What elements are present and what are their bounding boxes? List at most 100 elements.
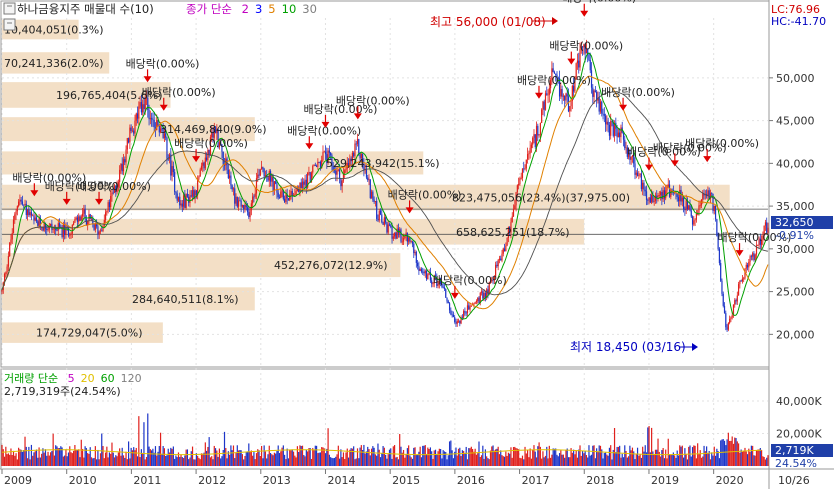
candle-body (317, 161, 319, 167)
volume-bar (597, 451, 599, 466)
candle-body (725, 313, 727, 328)
candle-body (512, 209, 515, 217)
volume-bar (212, 459, 214, 466)
candle-body (519, 178, 521, 185)
volume-bar (92, 458, 94, 466)
candle-body (610, 121, 612, 136)
candle-body (695, 213, 697, 220)
candle-body (143, 104, 145, 110)
volume-bar (360, 445, 362, 466)
volume-bar (170, 447, 172, 466)
candle-body (684, 209, 686, 211)
volume-bar (353, 446, 355, 466)
volume-bar (44, 449, 47, 466)
candle-body (246, 207, 249, 213)
volume-bar (634, 459, 636, 466)
candle-body (622, 132, 625, 140)
volume-bar (331, 457, 333, 466)
candle-body (170, 154, 172, 176)
moving-average-30 (1, 75, 769, 310)
volume-bar (19, 449, 21, 466)
candle-body (463, 311, 465, 318)
candle-body (336, 170, 338, 175)
candle-body (180, 203, 182, 206)
volume-bar (415, 454, 417, 466)
volume-bar (154, 446, 157, 466)
volume-bar (547, 458, 549, 466)
volume-bar (322, 447, 324, 466)
candle-body (744, 268, 746, 279)
candle-body (703, 193, 705, 196)
volume-bar (544, 455, 547, 466)
candle-body (161, 128, 163, 130)
volume-bar (317, 453, 319, 466)
candle-body (642, 182, 644, 189)
volume-bar (102, 446, 104, 466)
volume-band-label-2: 196,765,404(5.6%) (56, 89, 163, 102)
volume-bar (181, 457, 183, 466)
volume-bar (158, 445, 160, 466)
volume-bar (758, 449, 760, 466)
volume-bar (292, 451, 295, 466)
volume-bar (134, 450, 136, 466)
candle-body (686, 200, 689, 210)
candle-body (611, 121, 613, 122)
volume-bar (383, 447, 385, 466)
candle-body (202, 162, 204, 166)
volume-bar (260, 445, 263, 466)
candle-body (535, 125, 538, 148)
dividend-label-9: 배당락(0.00%) (388, 188, 462, 201)
volume-bar (699, 450, 701, 466)
grid-toggle-icon[interactable] (3, 18, 16, 31)
volume-tick-label-0: 40,000K (776, 395, 822, 408)
candle-body (486, 289, 488, 298)
volume-bar (385, 454, 387, 466)
volume-bar (80, 439, 82, 466)
volume-bar (250, 450, 252, 466)
candle-body (635, 172, 637, 175)
title-box-icon[interactable] (3, 2, 16, 15)
volume-bar (459, 447, 461, 466)
volume-bar (344, 458, 346, 466)
candle-body (365, 168, 368, 178)
volume-bar (397, 459, 400, 466)
volume-bar (359, 447, 361, 466)
candle-body (401, 241, 403, 243)
volume-bar (108, 452, 111, 466)
volume-bar (144, 459, 146, 466)
volume-bar (28, 446, 30, 466)
candle-body (470, 305, 472, 307)
volume-bar (159, 432, 162, 466)
dividend-label-10: 배당락(0.00%) (433, 274, 507, 287)
candle-body (454, 317, 456, 323)
candle-body (551, 68, 553, 81)
candle-body (510, 222, 512, 233)
x-tick-label-9: 2018 (586, 474, 614, 487)
candle-body (231, 185, 233, 190)
x-tick-label-3: 2012 (198, 474, 226, 487)
dividend-arrowhead-12 (567, 58, 576, 65)
candle-body (753, 253, 755, 260)
volume-bar (427, 447, 429, 466)
volume-bar (1, 444, 3, 466)
candle-body (276, 183, 278, 193)
volume-bar (113, 457, 116, 466)
lc-readout: LC:76.96 (771, 3, 820, 16)
volume-bar (38, 447, 40, 466)
volume-bar (593, 445, 595, 466)
volume-bar (277, 445, 279, 466)
dividend-label-8: 배당락(0.00%) (336, 94, 410, 107)
dividend-label-14: 배당락(0.00%) (601, 86, 675, 99)
candle-body (107, 202, 109, 211)
grid (1, 18, 768, 469)
candle-body (745, 264, 747, 269)
candle-body (657, 195, 659, 198)
candle-body (58, 223, 61, 228)
volume-bar (441, 458, 443, 466)
volume-bar (396, 456, 398, 466)
volume-bar (138, 416, 140, 466)
volume-bar (55, 445, 57, 466)
volume-bar (405, 454, 407, 466)
candle-body (548, 88, 550, 95)
candle-body (273, 181, 275, 192)
